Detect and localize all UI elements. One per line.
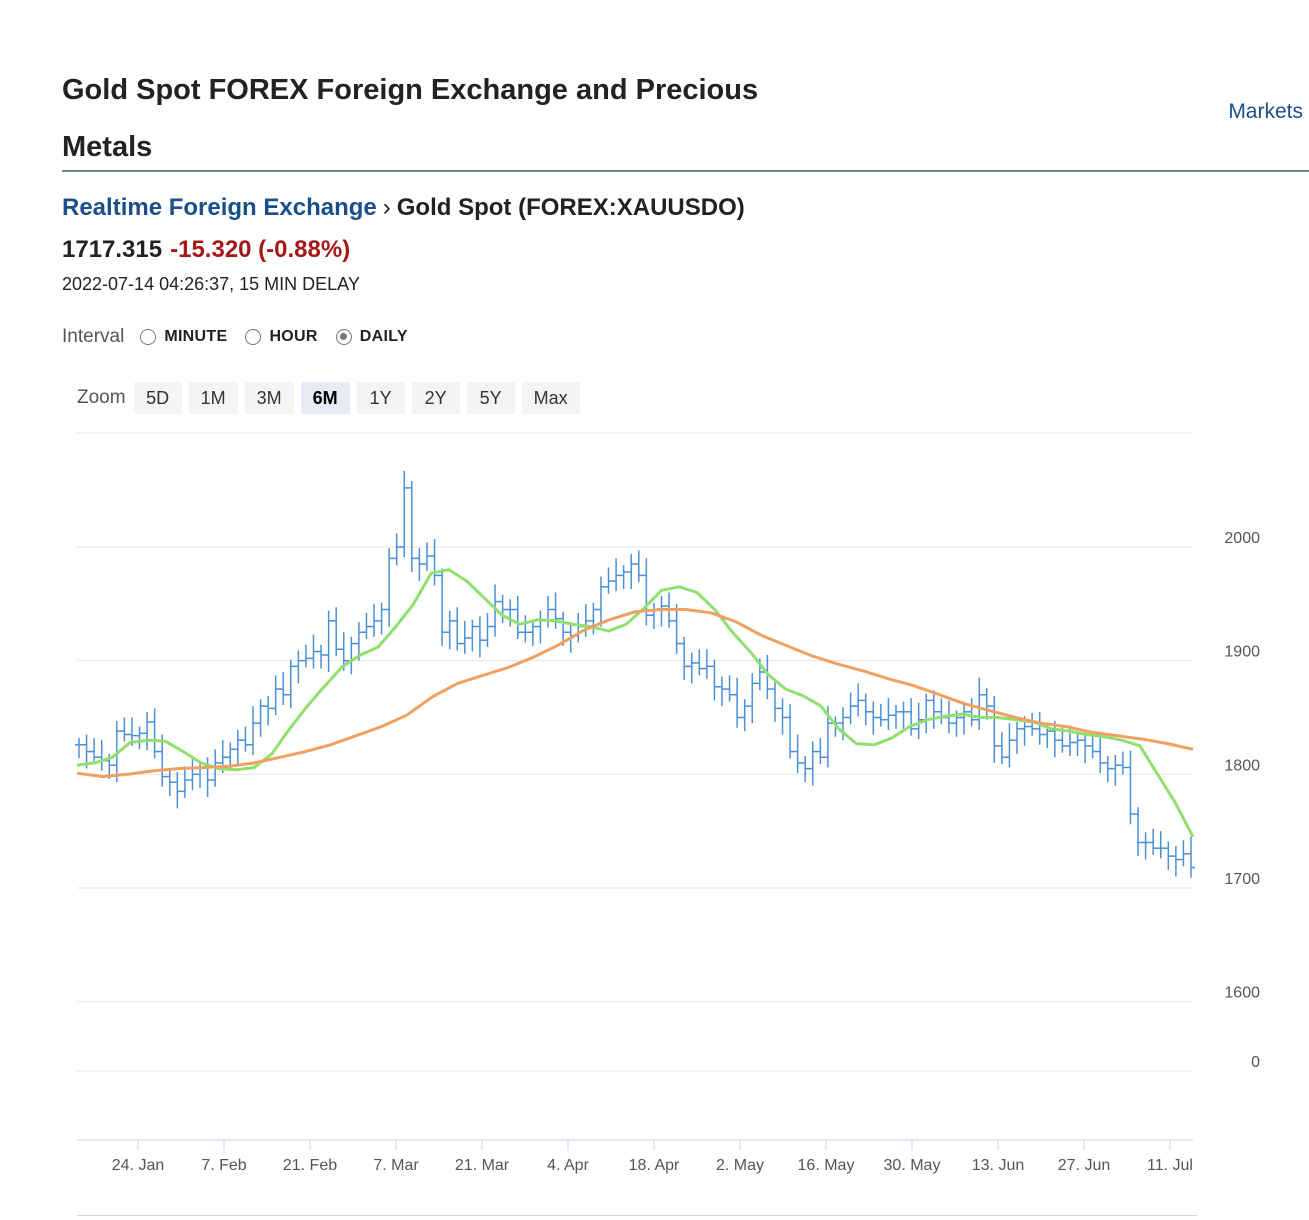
zoom-button-5y[interactable]: 5Y xyxy=(466,382,515,414)
interval-option-hour[interactable]: HOUR xyxy=(245,328,317,346)
page-title: Gold Spot FOREX Foreign Exchange and Pre… xyxy=(62,74,759,163)
interval-option-minute[interactable]: MINUTE xyxy=(140,328,227,346)
zoom-label: Zoom xyxy=(77,387,126,408)
interval-option-label: HOUR xyxy=(269,328,318,345)
y-tick-label: 2000 xyxy=(1224,530,1260,547)
breadcrumb-current: Gold Spot (FOREX:XAUUSDO) xyxy=(396,194,745,221)
x-tick-label: 2. May xyxy=(716,1157,764,1174)
interval-label: Interval xyxy=(62,326,125,347)
x-tick-label: 11. Jul xyxy=(1147,1157,1193,1174)
zoom-button-3m[interactable]: 3M xyxy=(244,382,294,414)
x-tick-label: 24. Jan xyxy=(112,1157,164,1174)
radio-minute[interactable] xyxy=(140,329,157,345)
volume-tick-label: 0 xyxy=(1251,1054,1260,1071)
price-change: -15.320 (-0.88%) xyxy=(170,236,351,263)
price-chart[interactable]: 2000 1900 1800 1700 1600 0 24. Jan 7. Feb 21. Fe… xyxy=(0,420,1309,1200)
interval-option-label: MINUTE xyxy=(164,328,228,345)
radio-daily[interactable] xyxy=(335,329,352,345)
zoom-selector: Zoom 5D 1M 3M 6M 1Y 2Y 5Y Max xyxy=(77,382,587,414)
x-tick-label: 7. Feb xyxy=(201,1157,246,1174)
x-tick-label: 7. Mar xyxy=(373,1157,419,1174)
title-divider xyxy=(62,170,1309,172)
zoom-button-5d[interactable]: 5D xyxy=(133,382,182,414)
x-tick-label: 16. May xyxy=(798,1157,855,1174)
breadcrumb-separator: › xyxy=(382,194,391,221)
x-tick-label: 21. Feb xyxy=(283,1157,337,1174)
last-price: 1717.315 xyxy=(62,236,163,263)
zoom-button-1m[interactable]: 1M xyxy=(188,382,238,414)
moving-average-long-line xyxy=(76,608,1194,779)
interval-option-label: DAILY xyxy=(359,328,408,345)
breadcrumb-parent-link[interactable]: Realtime Foreign Exchange xyxy=(62,194,377,221)
x-tick-label: 13. Jun xyxy=(972,1157,1024,1174)
x-tick-label: 4. Apr xyxy=(547,1157,589,1174)
x-tick-label: 30. May xyxy=(884,1157,941,1174)
breadcrumb: Realtime Foreign Exchange › Gold Spot (FOR… xyxy=(62,194,745,222)
y-tick-label: 1600 xyxy=(1224,985,1260,1002)
quote-line: 1717.315 -15.320 (-0.88%) xyxy=(62,236,350,264)
zoom-button-max[interactable]: Max xyxy=(521,382,580,414)
x-tick-label: 21. Mar xyxy=(455,1157,510,1174)
zoom-button-6m[interactable]: 6M xyxy=(300,382,350,414)
zoom-button-1y[interactable]: 1Y xyxy=(356,382,405,414)
x-tick-label: 18. Apr xyxy=(629,1157,680,1174)
interval-selector: Interval MINUTE HOUR DAILY xyxy=(62,326,426,348)
navigator-divider xyxy=(77,1215,1197,1216)
radio-hour[interactable] xyxy=(245,329,262,345)
markets-link[interactable]: Markets xyxy=(1228,100,1303,123)
zoom-button-2y[interactable]: 2Y xyxy=(411,382,460,414)
y-tick-label: 1900 xyxy=(1224,644,1260,661)
quote-timestamp: 2022-07-14 04:26:37, 15 MIN DELAY xyxy=(62,274,360,294)
x-tick-label: 27. Jun xyxy=(1058,1157,1110,1174)
interval-option-daily[interactable]: DAILY xyxy=(335,328,408,346)
y-tick-label: 1700 xyxy=(1224,871,1260,888)
y-tick-label: 1800 xyxy=(1224,757,1260,774)
moving-average-short-line xyxy=(76,568,1195,838)
